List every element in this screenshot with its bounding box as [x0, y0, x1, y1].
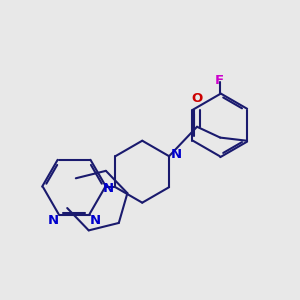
Text: N: N: [103, 182, 114, 195]
Text: N: N: [170, 148, 182, 161]
Text: O: O: [191, 92, 203, 105]
Text: N: N: [47, 214, 58, 227]
Text: N: N: [90, 214, 101, 227]
Text: F: F: [215, 74, 224, 87]
